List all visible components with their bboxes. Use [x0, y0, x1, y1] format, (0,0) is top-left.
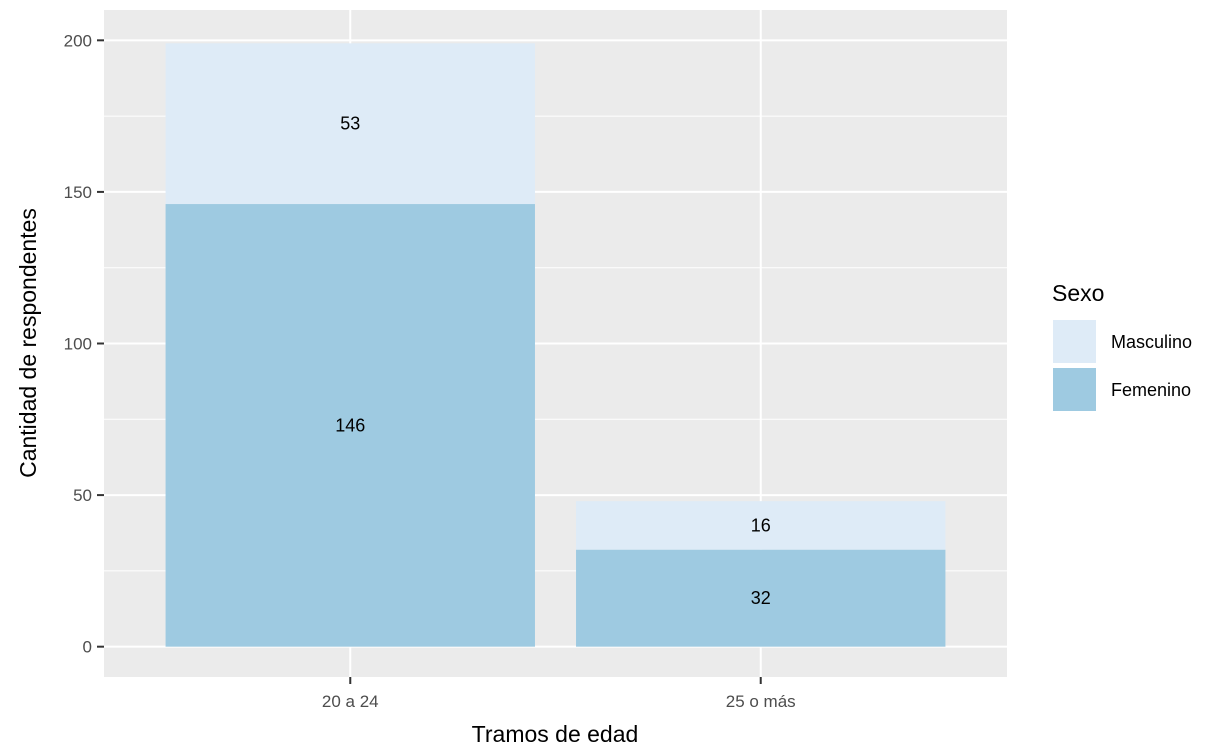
y-tick-label: 100 — [64, 335, 92, 354]
y-tick-label: 200 — [64, 31, 92, 50]
legend-swatch — [1053, 368, 1096, 411]
y-tick-label: 150 — [64, 183, 92, 202]
bar-value-label: 16 — [751, 515, 771, 535]
y-axis-title: Cantidad de respondentes — [15, 208, 41, 478]
y-tick-label: 50 — [73, 486, 92, 505]
x-axis-title: Tramos de edad — [472, 721, 639, 746]
y-tick-label: 0 — [83, 638, 92, 657]
legend-label: Masculino — [1111, 332, 1192, 352]
bar-value-label: 146 — [335, 415, 365, 435]
bar-segment — [576, 549, 946, 647]
bar-value-label: 53 — [340, 114, 360, 134]
x-tick-label: 25 o más — [726, 692, 796, 711]
bar-value-labels: 146 53 32 16 — [335, 114, 770, 608]
x-tick-label: 20 a 24 — [322, 692, 379, 711]
bar-segment — [576, 501, 946, 550]
legend-title: Sexo — [1052, 280, 1104, 306]
bar-segment — [165, 204, 535, 647]
x-axis: 20 a 24 25 o más — [322, 677, 796, 711]
legend-items: Masculino Femenino — [1053, 320, 1192, 411]
bar-value-label: 32 — [751, 588, 771, 608]
legend-swatch — [1053, 320, 1096, 363]
y-axis: 0 50 100 150 200 — [64, 31, 104, 657]
legend: Sexo Masculino Femenino — [1052, 280, 1192, 411]
legend-label: Femenino — [1111, 380, 1191, 400]
bars — [165, 43, 946, 647]
bar-segment — [165, 43, 535, 205]
